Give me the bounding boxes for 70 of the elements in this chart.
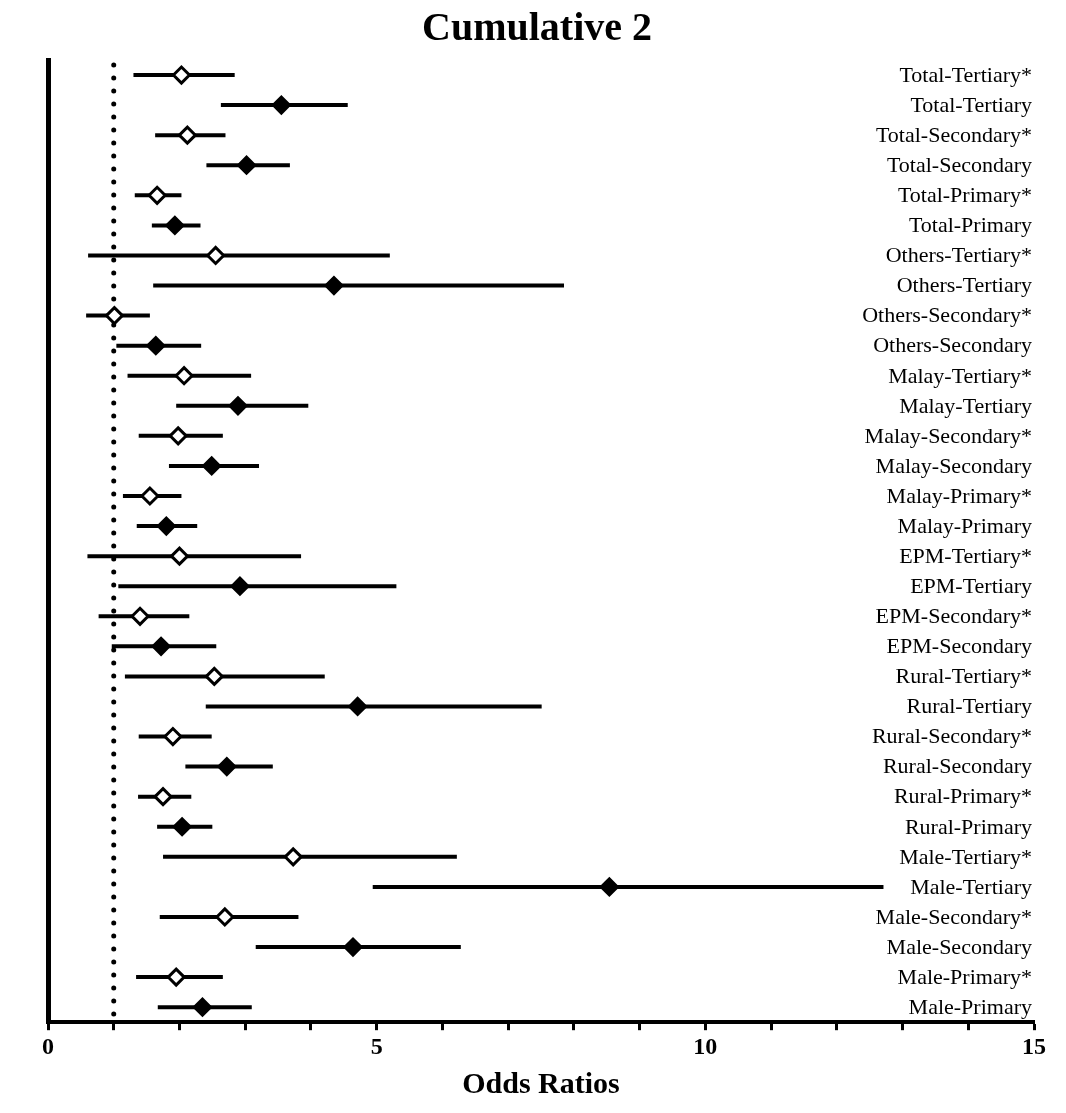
y-tick-label: Total-Primary bbox=[908, 212, 1032, 238]
y-tick-label: Others-Secondary* bbox=[862, 302, 1032, 328]
point bbox=[146, 336, 166, 356]
point bbox=[166, 967, 186, 987]
y-tick-label: Malay-Primary bbox=[897, 512, 1032, 538]
y-tick-label: Rural-Secondary bbox=[882, 753, 1032, 779]
point bbox=[171, 65, 191, 85]
point bbox=[104, 306, 124, 326]
y-tick-label: Rural-Primary bbox=[904, 813, 1032, 839]
y-tick-label: Malay-Primary* bbox=[886, 482, 1032, 508]
y-tick-label: Malay-Tertiary* bbox=[888, 362, 1032, 388]
point bbox=[147, 185, 167, 205]
point bbox=[204, 666, 224, 686]
point bbox=[165, 215, 185, 235]
x-tick-label: 0 bbox=[42, 1032, 54, 1059]
point bbox=[168, 426, 188, 446]
y-tick-label: Total-Primary* bbox=[897, 182, 1032, 208]
y-tick-label: Male-Primary* bbox=[897, 963, 1032, 989]
point bbox=[156, 516, 176, 536]
y-tick-label: Malay-Secondary bbox=[875, 452, 1032, 478]
x-tick-label: 15 bbox=[1022, 1032, 1046, 1059]
y-tick-label: Male-Secondary* bbox=[875, 903, 1032, 929]
y-tick-label: Total-Secondary bbox=[886, 152, 1032, 178]
y-tick-label: Rural-Tertiary* bbox=[895, 663, 1032, 689]
y-tick-label: Malay-Tertiary bbox=[899, 392, 1032, 418]
point bbox=[237, 155, 257, 175]
y-tick-label: EPM-Secondary bbox=[886, 633, 1032, 659]
y-tick-label: Total-Tertiary bbox=[910, 91, 1032, 117]
y-tick-label: EPM-Secondary* bbox=[875, 603, 1032, 629]
y-tick-label: Male-Tertiary* bbox=[899, 843, 1032, 869]
point bbox=[228, 396, 248, 416]
y-tick-label: Others-Tertiary* bbox=[885, 242, 1032, 268]
y-tick-label: Male-Secondary bbox=[886, 933, 1032, 959]
point bbox=[271, 95, 291, 115]
point bbox=[599, 877, 619, 897]
x-axis-title: Odds Ratios bbox=[462, 1065, 620, 1099]
point bbox=[169, 546, 189, 566]
chart-title: Cumulative 2 bbox=[422, 4, 652, 50]
point bbox=[163, 727, 183, 747]
y-tick-label: Others-Tertiary bbox=[896, 272, 1032, 298]
y-tick-label: Total-Tertiary* bbox=[899, 61, 1032, 87]
point bbox=[151, 636, 171, 656]
y-tick-label: Malay-Secondary* bbox=[864, 422, 1032, 448]
point bbox=[177, 125, 197, 145]
point bbox=[140, 486, 160, 506]
point bbox=[324, 276, 344, 296]
x-tick-label: 10 bbox=[693, 1032, 718, 1059]
point bbox=[202, 456, 222, 476]
x-tick-label: 5 bbox=[370, 1032, 383, 1059]
point bbox=[217, 757, 237, 777]
y-tick-label: Rural-Tertiary bbox=[906, 693, 1032, 719]
y-tick-label: EPM-Tertiary bbox=[910, 572, 1032, 598]
point bbox=[172, 817, 192, 837]
point bbox=[174, 366, 194, 386]
point bbox=[215, 907, 235, 927]
point bbox=[130, 606, 150, 626]
y-tick-label: Male-Primary bbox=[908, 993, 1032, 1019]
point bbox=[206, 245, 226, 265]
y-tick-label: Male-Tertiary bbox=[910, 873, 1032, 899]
y-tick-label: Rural-Secondary* bbox=[871, 723, 1032, 749]
y-tick-label: Total-Secondary* bbox=[875, 121, 1032, 147]
y-tick-label: Others-Secondary bbox=[873, 332, 1032, 358]
point bbox=[348, 696, 368, 716]
point bbox=[343, 937, 363, 957]
point bbox=[153, 787, 173, 807]
point bbox=[192, 997, 212, 1017]
point bbox=[283, 847, 303, 867]
y-tick-label: Rural-Primary* bbox=[893, 783, 1032, 809]
y-tick-label: EPM-Tertiary* bbox=[899, 542, 1032, 568]
point bbox=[230, 576, 250, 596]
